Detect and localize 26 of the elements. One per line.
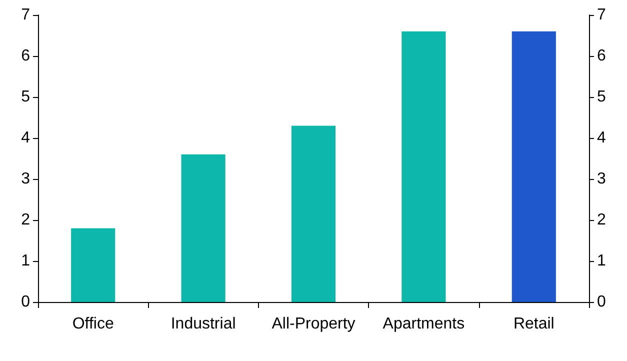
y-tick-label: 3	[21, 170, 30, 188]
y2-tick-label: 4	[597, 130, 606, 146]
y2-tick-label: 0	[597, 294, 606, 310]
y2-tick-label: 1	[597, 252, 606, 270]
y2-tick-label: 6	[597, 48, 606, 64]
bar	[512, 31, 556, 302]
y2-tick-label: 7	[597, 6, 606, 24]
y-tick-label: 2	[21, 212, 30, 228]
y-tick-label: 0	[21, 294, 30, 310]
y2-tick-label: 2	[597, 212, 606, 228]
y-tick-label: 5	[21, 88, 30, 106]
y2-tick-label: 3	[597, 170, 606, 188]
y-tick-label: 7	[21, 6, 30, 24]
x-tick-label: All-Property	[272, 316, 356, 332]
y-tick-label: 6	[21, 48, 30, 64]
x-tick-label: Apartments	[382, 316, 465, 332]
bar	[71, 228, 116, 302]
y-tick-label: 4	[21, 130, 30, 146]
y-tick-label: 1	[21, 252, 30, 270]
y2-tick-label: 5	[597, 88, 606, 106]
bar	[291, 126, 336, 302]
bar	[181, 154, 226, 302]
x-tick-label: Industrial	[170, 316, 236, 332]
bar	[402, 31, 446, 302]
x-tick-label: Retail	[513, 316, 554, 332]
x-tick-label: Office	[72, 316, 114, 332]
